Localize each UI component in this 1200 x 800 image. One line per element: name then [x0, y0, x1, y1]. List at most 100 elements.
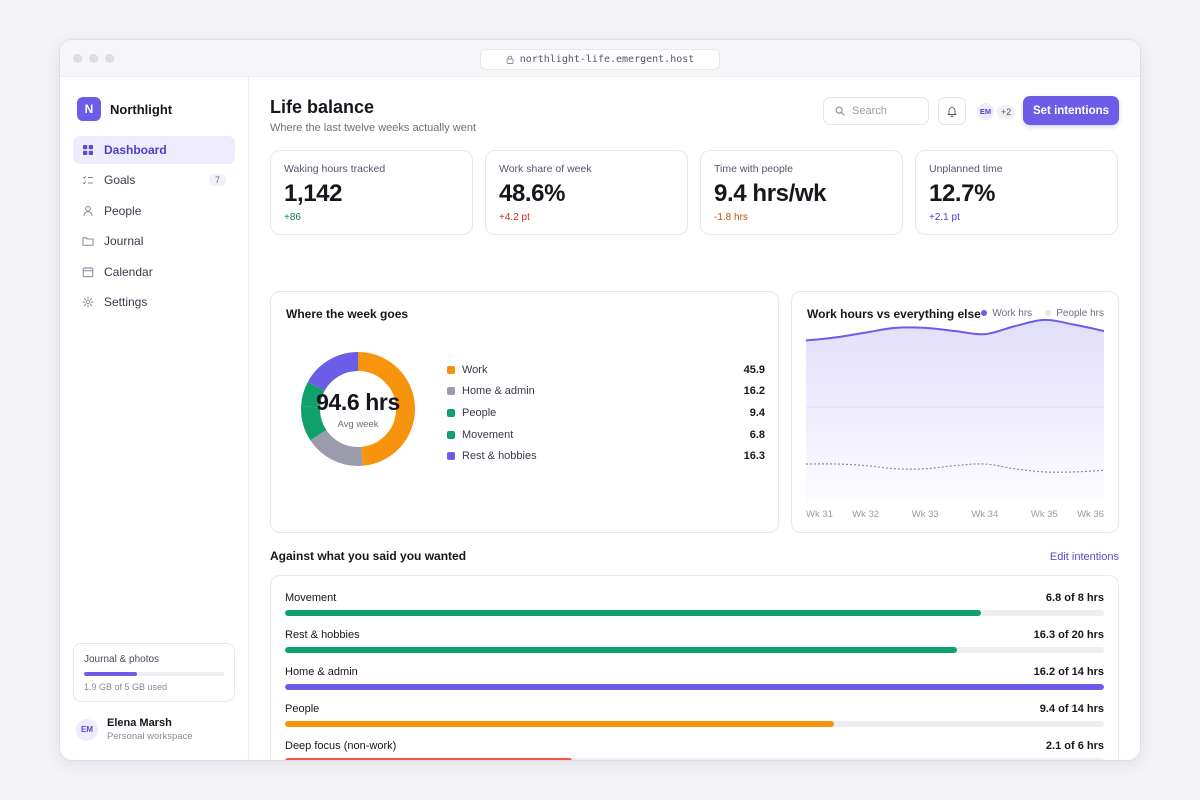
sidebar-item-dashboard[interactable]: Dashboard	[73, 136, 235, 164]
goal-row[interactable]: People 9.4 of 14 hrs	[285, 697, 1104, 734]
goal-label: Rest & hobbies	[285, 628, 360, 641]
sidebar-item-settings[interactable]: Settings	[73, 288, 235, 316]
user-workspace: Personal workspace	[107, 731, 193, 742]
legend-swatch	[447, 430, 455, 439]
sidebar-item-label: Dashboard	[104, 143, 167, 157]
kpi-delta: -1.8 hrs	[714, 212, 748, 223]
goal-value: 16.2 of 14 hrs	[1033, 665, 1104, 678]
legend-value: 6.8	[749, 428, 765, 441]
avatar: EM	[76, 718, 98, 741]
legend-value: 16.2	[743, 385, 765, 398]
goal-value: 16.3 of 20 hrs	[1033, 628, 1104, 641]
goal-row[interactable]: Deep focus (non-work) 2.1 of 6 hrs	[285, 734, 1104, 760]
trend-card: Work hours vs everything else Work hrs P…	[791, 291, 1119, 533]
gear-icon	[82, 296, 94, 308]
legend-row: Movement 6.8	[447, 424, 765, 446]
donut-slice-people[interactable]	[301, 352, 415, 466]
legend-value: 16.3	[743, 450, 765, 463]
notifications-button[interactable]	[938, 97, 966, 125]
browser-titlebar: northlight-life.emergent.host	[60, 40, 1140, 77]
kpi-value: 9.4 hrs/wk	[714, 180, 827, 207]
sidebar-item-people[interactable]: People	[73, 197, 235, 225]
goal-value: 6.8 of 8 hrs	[1045, 592, 1104, 604]
collaborators[interactable]: EM +2	[977, 103, 1016, 120]
people-hrs-line[interactable]	[805, 463, 1105, 473]
legend-row: Rest & hobbies 16.3	[447, 445, 765, 467]
maximize-window-dot[interactable]	[105, 54, 114, 63]
browser-window: northlight-life.emergent.host N Northlig…	[60, 40, 1140, 760]
x-tick-label: Wk 36	[1077, 509, 1104, 520]
legend-row: People 9.4	[447, 402, 765, 424]
sidebar-nav: Dashboard Goals 7 People Journal Calendar Sett…	[73, 136, 235, 318]
storage-usage: 1.9 GB of 5 GB used	[84, 682, 168, 692]
trend-title: Work hours vs everything else	[807, 307, 981, 321]
storage-bar-fill	[84, 672, 138, 676]
storage-card: Journal & photos 1.9 GB of 5 GB used	[73, 643, 235, 702]
goal-progress-bar	[285, 683, 1104, 690]
kpi-card: Unplanned time 12.7% +2.1 pt	[915, 150, 1118, 235]
x-tick-label: Wk 32	[852, 509, 879, 520]
goal-progress-fill	[285, 757, 572, 760]
legend-value: 9.4	[749, 406, 765, 419]
goal-row[interactable]: Home & admin 16.2 of 14 hrs	[285, 660, 1104, 697]
search-input[interactable]: Search	[823, 97, 929, 125]
sidebar: N Northlight Dashboard Goals 7 People Journa…	[60, 77, 249, 760]
donut-chart: 94.6 hrs Avg week	[299, 350, 417, 468]
legend-label: Rest & hobbies	[462, 450, 537, 463]
donut-center: 94.6 hrs Avg week	[299, 350, 417, 468]
brand-logo: N	[77, 97, 101, 121]
collaborator-avatar: EM	[977, 103, 994, 120]
kpi-value: 12.7%	[929, 180, 996, 207]
kpi-label: Work share of week	[499, 163, 592, 175]
goal-progress-fill	[285, 610, 982, 616]
goal-label: Deep focus (non-work)	[285, 739, 397, 752]
goals-section-title: Against what you said you wanted	[270, 549, 467, 563]
work-hrs-area	[806, 319, 1104, 502]
trend-legend: Work hrs People hrs	[981, 308, 1104, 319]
sidebar-item-label: People	[104, 203, 142, 218]
set-intentions-button[interactable]: Set intentions	[1023, 96, 1119, 125]
kpi-delta: +86	[284, 212, 301, 223]
address-bar[interactable]: northlight-life.emergent.host	[480, 49, 720, 70]
week-breakdown-card: Where the week goes 94.6 hrs Avg week Wo…	[270, 291, 779, 533]
kpi-value: 1,142	[284, 180, 343, 207]
minimize-window-dot[interactable]	[89, 54, 98, 63]
legend-row: Work 45.9	[447, 359, 765, 381]
goal-label: Home & admin	[285, 665, 358, 678]
bell-icon	[947, 106, 957, 117]
kpi-label: Unplanned time	[929, 163, 1003, 175]
sidebar-item-journal[interactable]: Journal	[73, 227, 235, 255]
sidebar-item-goals[interactable]: Goals 7	[73, 166, 235, 194]
window-controls	[73, 54, 114, 63]
page-title: Life balance	[270, 97, 375, 117]
kpi-delta: +2.1 pt	[929, 212, 960, 223]
donut-slice-rest-hobbies[interactable]	[301, 352, 415, 466]
legend-label: People hrs	[1056, 308, 1104, 319]
goal-progress-fill	[285, 646, 957, 653]
x-tick-label: Wk 35	[1031, 509, 1058, 520]
user-name: Elena Marsh	[107, 717, 172, 729]
kpi-card: Time with people 9.4 hrs/wk -1.8 hrs	[700, 150, 903, 235]
goal-row[interactable]: Rest & hobbies 16.3 of 20 hrs	[285, 623, 1104, 660]
edit-intentions-link[interactable]: Edit intentions	[1049, 551, 1119, 563]
goal-row[interactable]: Movement 6.8 of 8 hrs	[285, 586, 1104, 623]
checklist-icon	[82, 176, 93, 185]
collaborator-count: +2	[997, 104, 1016, 119]
user-profile[interactable]: EM Elena Marsh Personal workspace	[76, 717, 193, 742]
donut-slice-home-admin[interactable]	[301, 352, 415, 466]
close-window-dot[interactable]	[73, 54, 82, 63]
brand[interactable]: N Northlight	[77, 97, 172, 121]
main-content: Life balance Where the last twelve weeks…	[249, 77, 1140, 760]
donut-svg	[301, 352, 415, 466]
legend-swatch	[447, 408, 455, 417]
goal-progress-bar	[285, 720, 1104, 727]
sidebar-item-calendar[interactable]: Calendar	[73, 258, 235, 286]
goal-value: 9.4 of 14 hrs	[1039, 702, 1104, 715]
person-icon	[83, 205, 93, 216]
area-chart: Wk 31 Wk 32 Wk 33 Wk 34 Wk 35 Wk 36	[805, 318, 1105, 520]
work-hrs-line[interactable]	[805, 318, 1105, 342]
page-subtitle: Where the last twelve weeks actually wen…	[270, 122, 477, 134]
legend-label: Work	[462, 363, 488, 376]
grid-icon	[83, 145, 93, 155]
goal-label: People	[285, 702, 320, 715]
